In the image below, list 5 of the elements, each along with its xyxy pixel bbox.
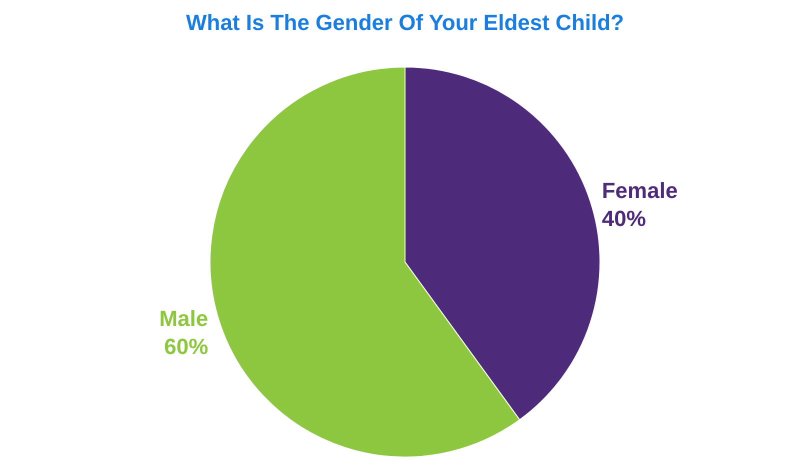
data-label: 40% bbox=[602, 206, 646, 232]
chart-title: What Is The Gender Of Your Eldest Child? bbox=[186, 10, 624, 35]
slice-label: Male bbox=[159, 306, 208, 331]
data-label: 60% bbox=[164, 334, 208, 359]
slice-label: Female bbox=[602, 178, 678, 204]
